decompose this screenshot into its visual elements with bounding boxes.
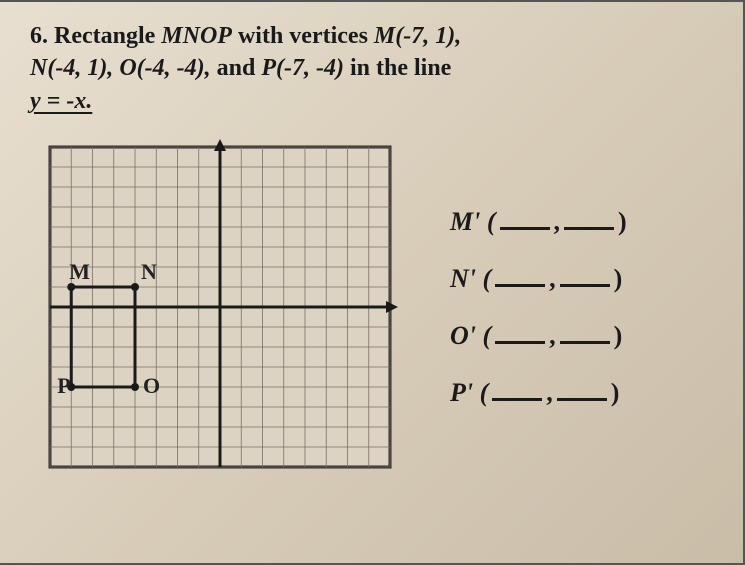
content-row: M N O P M' (,) N' (,) O' (,) P' (,) <box>30 127 713 487</box>
text-and: and <box>217 55 256 81</box>
svg-text:N: N <box>141 259 157 284</box>
paren-close: ) <box>611 378 620 407</box>
coordinate-graph: M N O P <box>30 127 410 487</box>
blank[interactable] <box>492 398 542 401</box>
label-n-prime: N' ( <box>450 264 491 293</box>
paren-close: ) <box>618 207 627 236</box>
comma: , <box>546 378 553 407</box>
blank[interactable] <box>560 284 610 287</box>
answer-m-prime[interactable]: M' (,) <box>450 193 627 250</box>
blank[interactable] <box>495 284 545 287</box>
vertex-m: M(-7, 1), <box>374 23 461 49</box>
vertex-n: N(-4, 1), <box>30 55 113 81</box>
svg-text:M: M <box>69 259 90 284</box>
answer-p-prime[interactable]: P' (,) <box>450 364 627 421</box>
blank[interactable] <box>564 227 614 230</box>
text-in-line: in the line <box>350 55 451 81</box>
problem-number: 6. <box>30 23 48 49</box>
shape-name: MNOP <box>161 23 232 49</box>
reflection-line-eq: y = -x. <box>30 88 92 114</box>
paren-close: ) <box>614 321 623 350</box>
label-o-prime: O' ( <box>450 321 491 350</box>
vertex-p: P(-7, -4) <box>261 55 344 81</box>
blank[interactable] <box>495 341 545 344</box>
label-p-prime: P' ( <box>450 378 488 407</box>
vertex-o: O(-4, -4), <box>119 55 210 81</box>
worksheet-page: 6. Rectangle M N O P with vertices M(-7, 1)… <box>0 0 745 565</box>
blank[interactable] <box>560 341 610 344</box>
comma: , <box>549 321 556 350</box>
text-rectangle: Rectangle <box>54 23 155 49</box>
text-with-vertices: with vertices <box>238 23 368 49</box>
answer-blanks: M' (,) N' (,) O' (,) P' (,) <box>450 193 627 422</box>
answer-o-prime[interactable]: O' (,) <box>450 307 627 364</box>
paren-close: ) <box>614 264 623 293</box>
svg-text:P: P <box>57 373 70 398</box>
svg-text:O: O <box>143 373 160 398</box>
answer-n-prime[interactable]: N' (,) <box>450 250 627 307</box>
comma: , <box>554 207 561 236</box>
blank[interactable] <box>500 227 550 230</box>
label-m-prime: M' ( <box>450 207 496 236</box>
problem-statement: 6. Rectangle MNOP with vertices M(-7, 1)… <box>30 20 713 117</box>
comma: , <box>549 264 556 293</box>
blank[interactable] <box>557 398 607 401</box>
